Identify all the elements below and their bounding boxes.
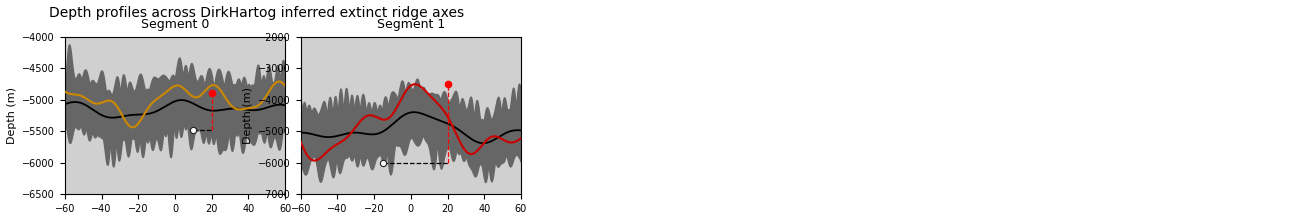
Title: Segment 1: Segment 1 [377,18,445,31]
Title: Segment 0: Segment 0 [141,18,209,31]
Y-axis label: Depth (m): Depth (m) [242,87,253,144]
Text: Depth profiles across DirkHartog inferred extinct ridge axes: Depth profiles across DirkHartog inferre… [49,6,464,21]
Y-axis label: Depth (m): Depth (m) [6,87,17,144]
